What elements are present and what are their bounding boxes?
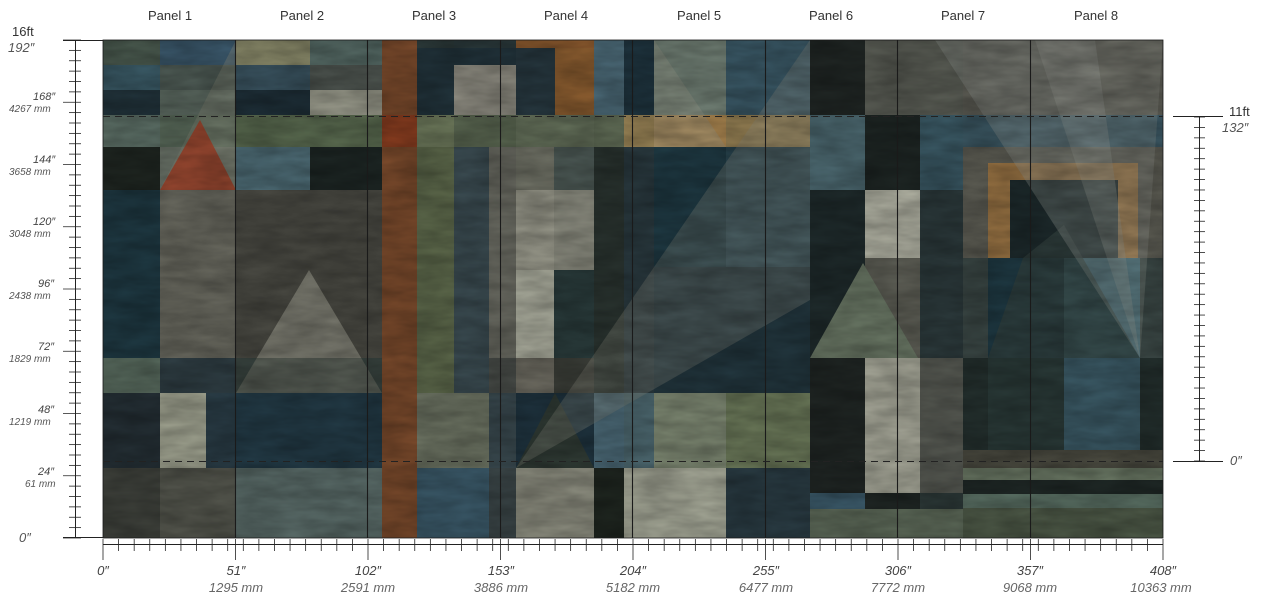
left-scale-mark-mm: 1829 mm bbox=[9, 354, 51, 365]
left-scale-mark-in: 48″ bbox=[38, 404, 55, 416]
left-scale-top-ft: 16ft bbox=[12, 24, 34, 39]
right-scale-bottom: 0″ bbox=[1230, 453, 1242, 468]
panel-label-7: Panel 7 bbox=[940, 8, 986, 23]
left-scale-mark-in: 168″ bbox=[33, 91, 56, 103]
left-scale-mark-mm: 61 mm bbox=[25, 479, 56, 490]
bottom-scale-mark-mm: 6477 mm bbox=[738, 580, 794, 595]
panel-label-2: Panel 2 bbox=[279, 8, 325, 23]
bottom-scale-mark-mm: 5182 mm bbox=[605, 580, 661, 595]
right-scale-top-in: 132″ bbox=[1222, 120, 1249, 135]
panel-divider-lines bbox=[234, 40, 1032, 538]
left-scale-mark-mm: 4267 mm bbox=[9, 104, 51, 115]
left-scale-mark-mm: 3658 mm bbox=[9, 167, 51, 178]
right-scale-top-ft: 11ft bbox=[1229, 104, 1250, 119]
left-scale-mark-in: 24″ bbox=[38, 466, 55, 478]
left-scale-bottom: 0″ bbox=[19, 530, 31, 545]
left-scale-mark-mm: 2438 mm bbox=[9, 291, 51, 302]
bottom-scale-mark-in: 408″ bbox=[1149, 563, 1177, 578]
bottom-scale-mark-in: 255″ bbox=[752, 563, 780, 578]
bottom-scale-mark-mm: 1295 mm bbox=[208, 580, 264, 595]
bottom-scale-mark-in: 306″ bbox=[884, 563, 912, 578]
bottom-scale-mark-in: 357″ bbox=[1016, 563, 1044, 578]
left-scale-mark-in: 72″ bbox=[38, 341, 55, 353]
bottom-scale-mark-mm: 9068 mm bbox=[1002, 580, 1058, 595]
left-scale-mark-mm: 3048 mm bbox=[9, 229, 51, 240]
right-height-scale bbox=[1173, 116, 1223, 462]
bottom-scale-mark-in: 153″ bbox=[487, 563, 515, 578]
left-scale-mark-in: 144″ bbox=[33, 154, 56, 166]
left-scale-top-in: 192″ bbox=[8, 40, 35, 55]
bottom-scale-mark-mm: 7772 mm bbox=[870, 580, 926, 595]
bottom-scale-mark-mm: 2591 mm bbox=[340, 580, 396, 595]
panel-label-3: Panel 3 bbox=[411, 8, 457, 23]
bottom-scale-mark-in: 51″ bbox=[226, 563, 246, 578]
bottom-scale-mark-in: 204″ bbox=[619, 563, 647, 578]
bottom-width-scale bbox=[102, 539, 1164, 560]
bottom-scale-mark-mm: 10363 mm bbox=[1130, 580, 1192, 595]
left-height-scale bbox=[63, 39, 103, 539]
bottom-scale-start: 0″ bbox=[97, 563, 109, 578]
wall-outline-dashed-lines bbox=[103, 116, 1163, 462]
panel-label-1: Panel 1 bbox=[147, 8, 193, 23]
left-scale-mark-mm: 1219 mm bbox=[9, 417, 51, 428]
panel-label-8: Panel 8 bbox=[1073, 8, 1119, 23]
bottom-scale-mark-mm: 3886 mm bbox=[473, 580, 529, 595]
panel-label-5: Panel 5 bbox=[676, 8, 722, 23]
panel-label-4: Panel 4 bbox=[543, 8, 589, 23]
left-scale-mark-in: 96″ bbox=[38, 278, 55, 290]
bottom-scale-mark-in: 102″ bbox=[354, 563, 382, 578]
left-scale-mark-in: 120″ bbox=[33, 216, 56, 228]
panel-label-6: Panel 6 bbox=[808, 8, 854, 23]
